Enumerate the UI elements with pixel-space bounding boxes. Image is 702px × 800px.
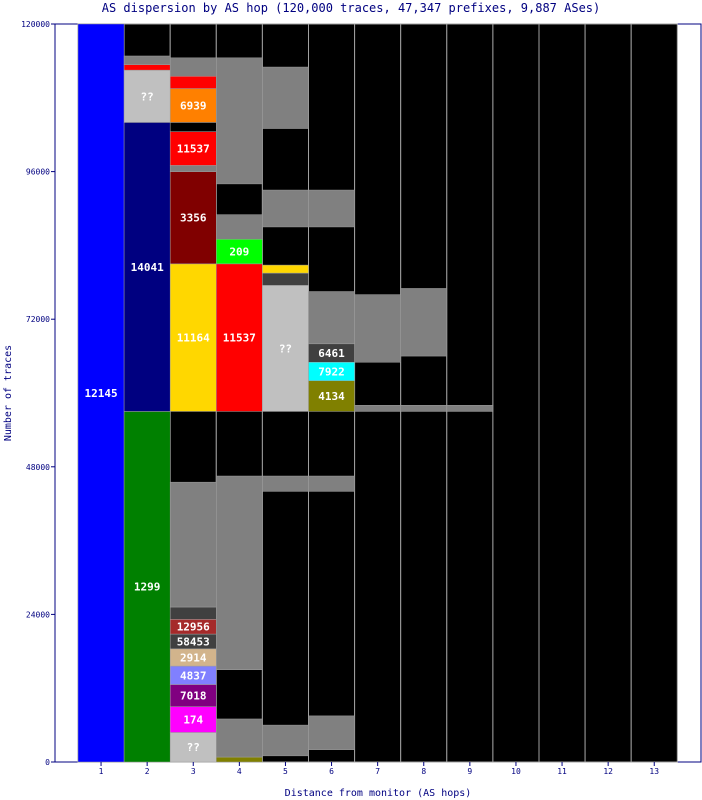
segment-hop4-209 <box>216 239 263 265</box>
x-tick-label: 6 <box>329 767 334 776</box>
segment-hop5 <box>262 724 309 757</box>
segment-hop6 <box>308 715 355 750</box>
segment-hop3 <box>169 57 217 77</box>
hop-column-13 <box>630 23 678 763</box>
segment-hop3 <box>169 165 217 172</box>
segment-hop3 <box>169 76 217 89</box>
y-tick-label: 24000 <box>26 610 50 619</box>
segment-label: 6461 <box>318 347 345 360</box>
segment-hop4-11537 <box>216 263 263 412</box>
y-tick-label: 120000 <box>21 20 50 29</box>
segment-label: 11164 <box>177 332 210 345</box>
y-tick-label: 72000 <box>26 315 50 324</box>
bars-layer <box>77 23 678 763</box>
x-tick-label: 1 <box>99 767 104 776</box>
segment-label: 14041 <box>131 261 164 274</box>
x-tick-label: 7 <box>375 767 380 776</box>
x-tick-label: 8 <box>421 767 426 776</box>
segment-hop7 <box>354 294 401 363</box>
segment-hop6 <box>308 475 355 492</box>
segment-hop5 <box>262 475 309 492</box>
hop-column-9 <box>446 23 494 763</box>
x-tick-label: 12 <box>603 767 613 776</box>
segment-labels-layer: 12145 1299 14041???? 174 7018 4837 2914 5845312… <box>84 90 345 754</box>
segment-hop4 <box>216 718 263 758</box>
segment-hop3-11164 <box>169 263 217 412</box>
segment-hop2 <box>123 64 171 71</box>
segment-hop3 <box>169 606 217 620</box>
segment-hop4 <box>216 57 263 185</box>
segment-hop5 <box>262 272 309 286</box>
x-tick-label: 5 <box>283 767 288 776</box>
segment-hop2-14041 <box>123 122 171 412</box>
segment-hop2 <box>123 55 171 65</box>
hop-column-11 <box>538 23 586 763</box>
segment-label: 7922 <box>318 365 345 378</box>
x-tick-label: 4 <box>237 767 242 776</box>
segment-label: ?? <box>141 90 154 103</box>
segment-label: 6939 <box>180 99 207 112</box>
segment-hop5-unknownunknown <box>262 285 309 412</box>
segment-hop6 <box>308 291 355 345</box>
segment-hop3-174 <box>169 706 217 733</box>
y-axis-label: Number of traces <box>3 345 14 441</box>
segment-hop5 <box>262 264 309 274</box>
x-tick-label: 2 <box>145 767 150 776</box>
x-tick-label: 10 <box>511 767 521 776</box>
x-axis-label: Distance from monitor (AS hops) <box>285 788 472 799</box>
segment-label: 2914 <box>180 651 207 664</box>
x-tick-label: 11 <box>557 767 567 776</box>
segment-label: 7018 <box>180 690 207 703</box>
segment-hop6-4134 <box>308 380 355 412</box>
segment-hop3-6939 <box>169 88 217 123</box>
x-tick-label: 9 <box>467 767 472 776</box>
segment-label: 174 <box>183 714 203 727</box>
segment-label: ?? <box>187 741 200 754</box>
segment-label: 209 <box>229 246 249 259</box>
hop-column-10 <box>492 23 540 763</box>
segment-label: 11537 <box>177 143 210 156</box>
segment-label: 4134 <box>318 390 345 403</box>
segment-label: 3356 <box>180 212 207 225</box>
segment-label: 1299 <box>134 581 161 594</box>
segment-hop3-unknownunknown <box>169 732 217 763</box>
segment-hop8 <box>400 405 448 412</box>
segment-hop3 <box>169 481 217 608</box>
hop-column-8 <box>400 23 448 763</box>
y-tick-label: 96000 <box>26 168 50 177</box>
segment-hop3 <box>169 122 217 132</box>
x-tick-label: 13 <box>649 767 659 776</box>
chart-title: AS dispersion by AS hop (120,000 traces,… <box>102 1 601 15</box>
segment-hop4 <box>216 756 263 763</box>
segment-hop4 <box>216 214 263 240</box>
segment-hop5 <box>262 189 309 228</box>
segment-hop3-3356 <box>169 171 217 265</box>
segment-hop6 <box>308 189 355 228</box>
segment-label: 58453 <box>177 635 210 648</box>
segment-label: 11537 <box>223 332 256 345</box>
x-tick-label: 3 <box>191 767 196 776</box>
segment-label: 4837 <box>180 669 207 682</box>
segment-hop1-12145 <box>77 23 125 763</box>
segment-hop5 <box>262 66 309 129</box>
y-tick-label: 0 <box>45 758 50 767</box>
hop-column-7 <box>354 23 402 763</box>
segment-hop7 <box>354 405 401 412</box>
hop-column-12 <box>584 23 632 763</box>
y-tick-label: 48000 <box>26 463 50 472</box>
segment-hop4 <box>216 475 263 670</box>
segment-hop8 <box>400 288 448 357</box>
segment-label: ?? <box>279 342 292 355</box>
segment-label: 12145 <box>84 387 117 400</box>
ticks-layer: 1 2 3 4 5 6 7 8 9 10 11 12 1302400048000720009600012… <box>21 20 659 776</box>
segment-label: 12956 <box>177 621 210 634</box>
segment-hop9 <box>446 405 494 412</box>
